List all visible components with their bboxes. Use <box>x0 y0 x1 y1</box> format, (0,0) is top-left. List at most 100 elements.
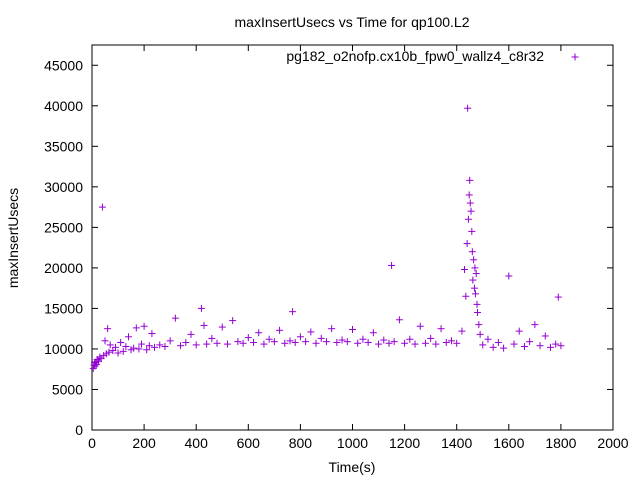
data-point <box>171 314 179 322</box>
data-point <box>427 334 435 342</box>
legend-marker-plus <box>571 53 579 61</box>
data-point <box>447 337 455 345</box>
legend-label: pg182_o2nofp.cx10b_fpw0_wallz4_c8r32 <box>286 48 544 64</box>
scatter-series <box>89 104 565 372</box>
data-point <box>255 329 263 337</box>
data-point <box>281 339 289 347</box>
data-point <box>453 339 461 347</box>
data-point <box>531 321 539 329</box>
data-point <box>270 338 278 346</box>
data-point <box>260 340 268 348</box>
data-point <box>213 339 221 347</box>
data-point <box>91 362 99 370</box>
data-point <box>536 342 544 350</box>
y-axis-label: maxInsertUsecs <box>5 188 21 288</box>
data-point <box>458 327 466 335</box>
data-point <box>244 334 252 342</box>
data-point <box>307 328 315 336</box>
data-point <box>130 344 138 352</box>
data-point <box>406 335 414 343</box>
x-tick-label: 1400 <box>441 435 472 451</box>
data-point <box>465 191 473 199</box>
data-point <box>462 292 470 300</box>
data-point <box>411 340 419 348</box>
data-point <box>317 334 325 342</box>
data-point <box>359 335 367 343</box>
data-point <box>114 349 122 357</box>
x-tick-label: 200 <box>132 435 156 451</box>
data-point <box>101 337 109 345</box>
data-point <box>474 308 482 316</box>
data-point <box>289 308 297 316</box>
x-tick-label: 1600 <box>493 435 524 451</box>
data-point <box>388 261 396 269</box>
data-point <box>265 335 273 343</box>
data-point <box>401 339 409 347</box>
data-point <box>473 300 481 308</box>
x-tick-label: 1800 <box>545 435 576 451</box>
data-point <box>467 207 475 215</box>
data-point <box>476 330 484 338</box>
data-point <box>463 240 471 248</box>
data-point <box>124 333 132 341</box>
y-axis: 0 5000 10000 15000 20000 25000 30000 35000 40000… <box>44 57 613 438</box>
data-point <box>106 341 114 349</box>
data-point <box>286 337 294 345</box>
data-point <box>416 322 424 330</box>
y-tick-label: 10000 <box>44 341 83 357</box>
data-point <box>229 317 237 325</box>
data-point <box>151 343 159 351</box>
data-point <box>200 321 208 329</box>
data-point <box>208 334 216 342</box>
data-point <box>143 346 151 354</box>
data-point <box>132 324 140 332</box>
data-point <box>557 342 565 350</box>
data-point <box>234 338 242 346</box>
data-point <box>296 333 304 341</box>
data-point <box>218 323 226 331</box>
legend: pg182_o2nofp.cx10b_fpw0_wallz4_c8r32 <box>286 48 579 64</box>
legend-marker <box>571 53 579 61</box>
x-tick-label: 0 <box>88 435 96 451</box>
x-tick-label: 1000 <box>337 435 368 451</box>
data-point <box>250 338 258 346</box>
data-point <box>500 344 508 352</box>
x-tick-label: 600 <box>237 435 261 451</box>
data-point <box>469 276 477 284</box>
data-point <box>526 338 534 346</box>
data-point <box>187 330 195 338</box>
data-point <box>546 343 554 351</box>
data-point <box>197 304 205 312</box>
data-point <box>395 316 403 324</box>
data-point <box>276 326 284 334</box>
y-tick-label: 0 <box>75 422 83 438</box>
y-tick-label: 45000 <box>44 57 83 73</box>
data-point <box>203 340 211 348</box>
data-point <box>471 290 479 298</box>
x-axis: 0 200 400 600 800 1000 1200 1400 1600 1800 2000 <box>88 45 629 451</box>
data-point <box>468 227 476 235</box>
data-point <box>338 336 346 344</box>
y-tick-label: 20000 <box>44 260 83 276</box>
data-point <box>461 266 469 274</box>
data-point <box>472 270 480 278</box>
data-point <box>364 338 372 346</box>
data-point <box>510 340 518 348</box>
data-point <box>98 203 106 211</box>
data-point <box>375 340 383 348</box>
data-point <box>333 338 341 346</box>
y-tick-label: 15000 <box>44 300 83 316</box>
data-point <box>148 330 156 338</box>
data-point <box>223 340 231 348</box>
data-point <box>119 347 127 355</box>
x-tick-label: 2000 <box>597 435 628 451</box>
data-point <box>390 338 398 346</box>
data-point <box>177 342 185 350</box>
data-point <box>291 338 299 346</box>
y-tick-label: 5000 <box>52 381 83 397</box>
data-point <box>166 337 174 345</box>
x-tick-label: 1200 <box>389 435 420 451</box>
y-tick-label: 35000 <box>44 138 83 154</box>
data-point <box>475 321 483 329</box>
